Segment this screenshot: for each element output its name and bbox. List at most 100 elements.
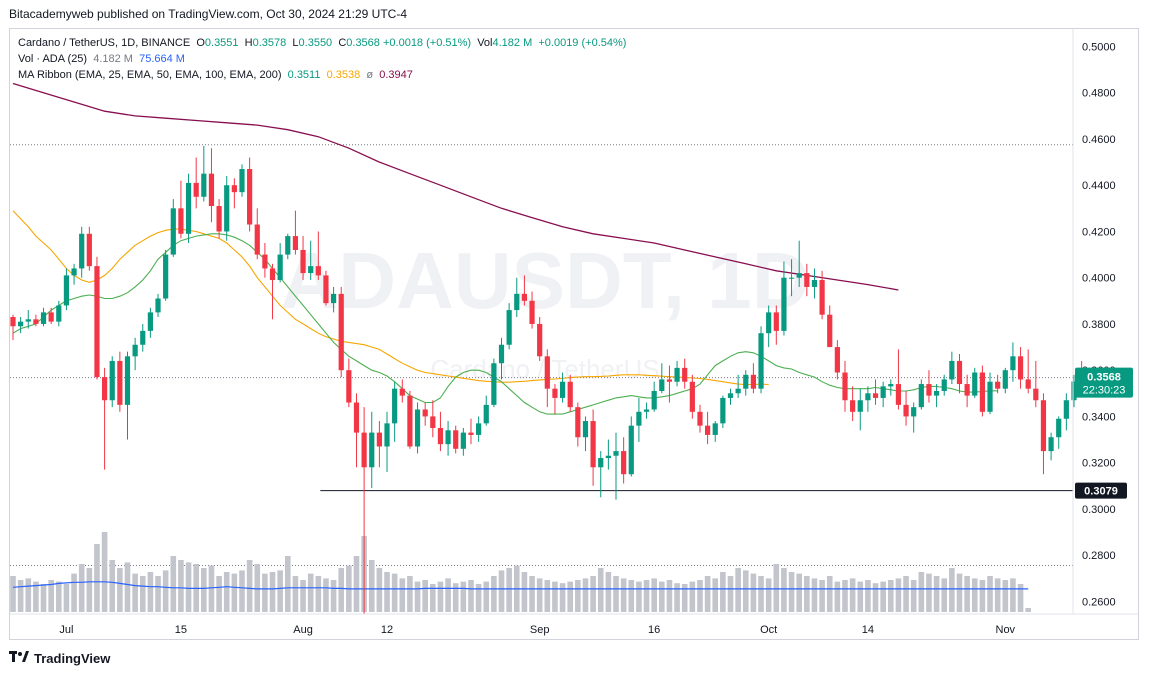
volume-bar [109, 560, 116, 612]
volume-bar [323, 578, 329, 612]
legend-vol-indicator-value: 4.182 M [93, 53, 133, 65]
volume-bar [735, 568, 741, 612]
volume-bar [292, 576, 299, 612]
candle-body [643, 409, 650, 412]
candle-body [193, 182, 199, 197]
candle-body [376, 432, 382, 447]
candle-body [758, 333, 764, 389]
candle-body [705, 425, 711, 435]
ema25-line [12, 233, 998, 415]
volume-bar [788, 572, 795, 612]
legend-ma-row[interactable]: MA Ribbon (EMA, 25, EMA, 50, EMA, 100, E… [18, 67, 626, 83]
x-tick-label: 16 [648, 624, 660, 636]
volume-bar [636, 581, 642, 612]
volume-bar [758, 576, 764, 612]
footer-brand-text: TradingView [34, 651, 111, 666]
legend-ma2: 0.3538 [326, 69, 361, 81]
tradingview-logo-icon [9, 651, 29, 666]
candle-body [346, 370, 352, 403]
volume-bar [94, 544, 100, 612]
candle-body [147, 312, 153, 331]
volume-bar [674, 583, 680, 612]
candle-body [445, 430, 451, 445]
last-price-countdown: 22:30:23 [1083, 385, 1126, 397]
publisher-line: Bitacademyweb published on TradingView.c… [9, 7, 408, 21]
candle-body [788, 277, 795, 279]
candle-body [605, 455, 611, 459]
candle-body [819, 280, 825, 315]
volume-bar [575, 580, 581, 612]
candle-body [941, 379, 947, 391]
candle-body [18, 321, 24, 327]
volume-bar [865, 580, 871, 612]
footer-brand[interactable]: TradingView [9, 651, 110, 666]
volume-bar [742, 570, 749, 612]
candle-body [1071, 381, 1077, 401]
candle-body [613, 451, 619, 456]
candle-body [71, 268, 77, 276]
candle-body [86, 233, 92, 267]
volume-bar [468, 580, 474, 612]
legend-close: 0.3568 [346, 37, 380, 49]
candle-body [33, 319, 39, 324]
volume-bar [155, 576, 161, 612]
y-tick-label: 0.3400 [1082, 411, 1116, 423]
candle-body [636, 411, 642, 426]
volume-bar [117, 568, 123, 612]
volume-bar [231, 573, 238, 612]
candle-body [674, 367, 680, 382]
volume-bar [933, 576, 940, 612]
volume-bar [498, 570, 505, 612]
volume-bar [223, 572, 230, 612]
volume-bar [880, 581, 886, 612]
volume-bar [521, 572, 528, 612]
candle-body [1048, 437, 1054, 452]
candle-body [483, 404, 489, 424]
volume-bar [773, 564, 780, 612]
volume-bar [887, 580, 894, 612]
price-axis: 0.5000 0.4800 0.4600 0.4400 0.4200 0.4000 0.38… [1072, 29, 1116, 614]
candle-body [140, 330, 146, 345]
volume-bar [422, 580, 428, 612]
volume-ma-line [12, 581, 1029, 590]
y-tick-label: 0.3200 [1082, 458, 1116, 470]
volume-bar [162, 570, 169, 612]
candle-body [491, 363, 497, 405]
legend-c-label: C [338, 37, 347, 49]
candle-body [231, 185, 237, 193]
volume-bar [628, 580, 635, 612]
legend-ma3: 0.3947 [379, 69, 413, 81]
legend-volume-row[interactable]: Vol · ADA (25) 4.182 M 75.664 M [18, 51, 626, 67]
candle-body [598, 458, 604, 468]
candle-body [995, 381, 1001, 389]
volume-bar [147, 572, 154, 612]
candle-body [811, 280, 818, 287]
candle-body [911, 407, 917, 417]
volume-bar [857, 581, 864, 612]
volume-bar [353, 556, 360, 612]
volume-bar [804, 576, 810, 612]
candle-body [208, 173, 215, 207]
volume-bar [78, 564, 85, 612]
volume-bar [483, 581, 490, 612]
candle-body [170, 208, 176, 255]
candle-body [888, 384, 894, 387]
volume-bar [849, 578, 856, 612]
y-tick-label: 0.4400 [1082, 180, 1116, 192]
volume-bar [330, 580, 337, 612]
candle-body [895, 384, 902, 405]
candle-body [25, 319, 31, 322]
legend-main-row[interactable]: Cardano / TetherUS, 1D, BINANCE O0.3551 … [18, 35, 626, 51]
candle-body [422, 409, 428, 417]
candle-body [933, 390, 940, 396]
y-tick-label: 0.3800 [1082, 319, 1116, 331]
volume-bar [926, 573, 932, 612]
candle-body [224, 185, 230, 232]
candle-body [79, 233, 85, 269]
candle-body [712, 423, 718, 435]
candle-body [399, 388, 405, 396]
volume-bar [659, 581, 665, 612]
candle-body [552, 388, 558, 398]
